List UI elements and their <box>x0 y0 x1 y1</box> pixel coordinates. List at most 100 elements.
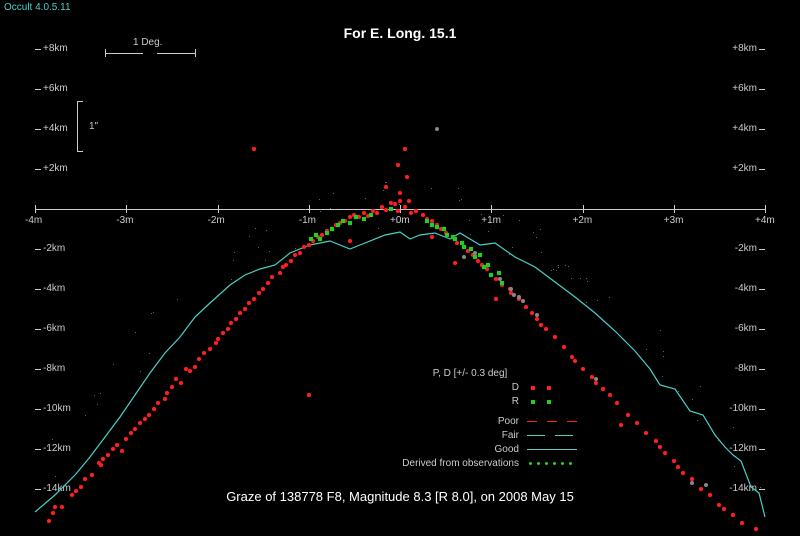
swatch-good <box>525 445 585 455</box>
data-point-r <box>309 237 313 241</box>
data-point-t <box>269 251 270 252</box>
data-point-t <box>458 188 459 189</box>
data-point-d <box>663 451 667 455</box>
data-point-d <box>284 263 288 267</box>
data-point-d <box>362 211 366 215</box>
plot-area: +8km+8km+6km+6km+4km+4km+2km+2km-2km-2km… <box>35 17 765 535</box>
caption: Graze of 138778 F8, Magnitude 8.3 [R 8.0… <box>35 489 765 504</box>
data-point-t <box>509 254 510 255</box>
swatch-poor <box>525 417 585 427</box>
data-point-d <box>106 453 110 457</box>
data-point-r <box>497 271 501 275</box>
data-point-d <box>754 527 758 531</box>
data-point-t <box>234 252 235 253</box>
data-point-d <box>430 235 434 239</box>
data-point-d <box>389 201 393 205</box>
legend-row-r: R <box>355 395 585 409</box>
swatch-fair <box>525 431 585 441</box>
data-point-d <box>307 243 311 247</box>
data-point-d <box>348 239 352 243</box>
data-point-t <box>481 214 482 215</box>
legend-row-d: D <box>355 381 585 395</box>
legend-row-poor: Poor <box>355 415 585 429</box>
data-point-t <box>558 267 559 268</box>
swatch-derived <box>525 459 585 469</box>
data-point-d <box>453 261 457 265</box>
data-point-d <box>681 471 685 475</box>
data-point-r <box>489 273 493 277</box>
data-point-d <box>601 387 605 391</box>
data-point-t <box>718 440 719 441</box>
data-point-t <box>580 278 581 279</box>
data-point-d <box>111 447 115 451</box>
data-point-t <box>663 351 664 352</box>
data-point-d <box>163 397 167 401</box>
data-point-d <box>398 191 402 195</box>
x-tick <box>765 205 766 213</box>
data-point-t <box>662 376 663 377</box>
version-label: Occult 4.0.5.11 <box>4 2 71 13</box>
swatch-d <box>525 383 585 393</box>
data-point-t <box>295 248 296 249</box>
data-point-r <box>348 221 352 225</box>
data-point-d <box>307 393 311 397</box>
data-point-t <box>378 228 379 229</box>
data-point-d <box>672 459 676 463</box>
data-point-r <box>336 223 340 227</box>
data-point-d <box>243 307 247 311</box>
data-point-d <box>202 351 206 355</box>
legend-row-fair: Fair <box>355 429 585 443</box>
data-point-d <box>494 297 498 301</box>
data-point-d <box>257 291 261 295</box>
data-point-d <box>421 213 425 217</box>
data-point-d <box>289 259 293 263</box>
data-point-t <box>540 229 541 230</box>
data-point-r <box>362 217 366 221</box>
data-point-d <box>129 431 133 435</box>
data-point-r <box>500 281 504 285</box>
data-point-r <box>318 237 322 241</box>
data-point-d <box>722 507 726 511</box>
data-point-t <box>177 299 178 300</box>
data-point-d <box>252 147 256 151</box>
swatch-r <box>525 397 585 407</box>
data-point-t <box>135 332 136 333</box>
data-point-r <box>330 227 334 231</box>
data-point-d <box>608 393 612 397</box>
data-point-g <box>535 313 539 317</box>
legend-row-derived: Derived from observations <box>355 457 585 471</box>
data-point-d <box>266 281 270 285</box>
data-point-r <box>341 219 345 223</box>
data-point-d <box>184 367 188 371</box>
data-point-d <box>252 297 256 301</box>
data-point-t <box>461 199 462 200</box>
data-point-r <box>486 263 490 267</box>
data-point-r <box>442 227 446 231</box>
data-point-d <box>193 365 197 369</box>
data-point-d <box>99 463 103 467</box>
legend-header: P, D [+/- 0.3 deg] <box>355 367 585 381</box>
data-point-d <box>143 417 147 421</box>
data-point-r <box>435 225 439 229</box>
data-point-g <box>462 255 466 259</box>
data-point-d <box>494 277 498 281</box>
data-point-d <box>120 449 124 453</box>
data-point-t <box>258 247 259 248</box>
data-point-d <box>535 317 539 321</box>
data-point-d <box>152 407 156 411</box>
data-point-r <box>478 253 482 257</box>
data-point-d <box>138 421 142 425</box>
data-point-d <box>590 375 594 379</box>
legend-row-good: Good <box>355 443 585 457</box>
data-point-d <box>476 259 480 263</box>
data-point-t <box>383 190 384 191</box>
data-point-d <box>47 519 51 523</box>
data-point-t <box>140 371 141 372</box>
data-point-d <box>619 423 623 427</box>
data-point-d <box>170 385 174 389</box>
data-point-g <box>517 295 521 299</box>
chart-canvas: Occult 4.0.5.11 +8km+8km+6km+6km+4km+4km… <box>0 0 800 536</box>
data-point-d <box>90 473 94 477</box>
data-point-r <box>473 255 477 259</box>
data-point-t <box>660 330 661 331</box>
